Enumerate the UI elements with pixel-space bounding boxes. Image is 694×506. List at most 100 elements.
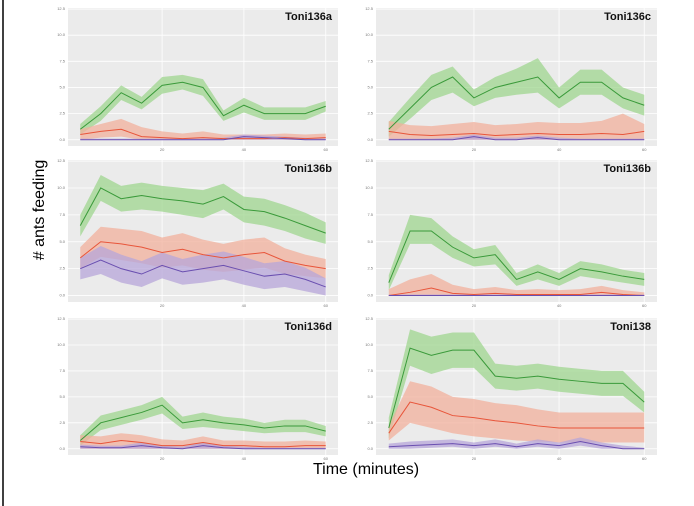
confidence-band [80,246,326,296]
plot-background [68,318,338,455]
y-tick-label: 2.5 [367,111,373,116]
confidence-band [80,175,326,244]
y-tick-label: 7.5 [367,58,373,63]
confidence-band [388,214,645,291]
y-tick-label: 5.0 [367,85,373,90]
confidence-band [80,74,326,135]
series-line [388,76,645,130]
x-tick-label: 60 [324,456,329,461]
y-tick-label: 2.5 [367,420,373,425]
y-tick-label: 2.5 [59,266,65,271]
x-tick-label: 20 [472,456,477,461]
y-tick-label: 0.0 [59,293,65,298]
y-tick-label: 12.5 [57,316,66,321]
y-tick-label: 0.0 [367,137,373,142]
confidence-band [388,381,645,443]
y-tick-label: 7.5 [59,58,65,63]
confidence-band [388,113,645,140]
series-line [388,347,645,429]
x-tick-label: 40 [557,303,562,308]
confidence-band [388,329,645,439]
y-tick-label: 10.0 [365,342,374,347]
panel-title: Toni138 [610,321,651,333]
y-tick-label: 0.0 [59,137,65,142]
y-tick-label: 10.0 [365,185,374,190]
y-tick-label: 0.0 [367,446,373,451]
confidence-band [388,134,645,140]
series-line [79,187,326,234]
x-tick-label: 60 [642,147,647,152]
y-tick-label: 7.5 [59,212,65,217]
y-tick-label: 5.0 [59,394,65,399]
confidence-band [80,118,326,140]
y-tick-label: 12.5 [57,6,66,11]
panel: 0.0 2.5 5.0 7.5 10.0 12.5 20 40 60 Toni136d [57,316,338,461]
x-tick-label: 40 [242,303,247,308]
confidence-band [388,274,645,296]
series-line [79,81,326,130]
y-axis-label: # ants feeding [31,160,48,261]
series-line [79,404,326,441]
x-tick-label: 40 [242,147,247,152]
confidence-band [388,58,645,137]
y-tick-label: 5.0 [367,394,373,399]
y-tick-label: 2.5 [59,420,65,425]
series-line [388,287,645,297]
y-tick-label: 5.0 [59,85,65,90]
y-tick-label: 12.5 [365,6,374,11]
y-tick-label: 10.0 [57,342,66,347]
y-tick-label: 7.5 [367,368,373,373]
x-axis-label: Time (minutes) [313,461,419,478]
series-line [79,241,326,270]
panel-title: Toni136a [285,11,333,23]
series-line [388,440,645,450]
confidence-band [388,437,645,449]
x-tick-label: 60 [324,303,329,308]
panel: 0.0 2.5 5.0 7.5 10.0 12.5 20 40 60 Toni138 [365,316,657,461]
y-tick-label: 7.5 [59,368,65,373]
y-tick-label: 2.5 [367,266,373,271]
y-tick-label: 7.5 [367,212,373,217]
y-tick-label: 0.0 [59,446,65,451]
y-tick-label: 0.0 [367,293,373,298]
x-tick-label: 20 [472,147,477,152]
panel-title: Toni136b [285,163,333,175]
series-line [80,439,326,448]
panel-title: Toni136c [604,11,651,23]
confidence-band [80,396,326,446]
x-tick-label: 20 [160,456,165,461]
panel-title: Toni136d [285,321,332,333]
y-tick-label: 5.0 [367,239,373,244]
panel: 0.0 2.5 5.0 7.5 10.0 12.5 20 40 60 Toni136c [365,6,657,152]
y-tick-label: 10.0 [365,32,374,37]
series-line [80,445,326,450]
series-line [388,130,645,137]
x-tick-label: 20 [160,303,165,308]
y-tick-label: 10.0 [57,32,66,37]
panel: 0.0 2.5 5.0 7.5 10.0 12.5 20 40 60 Toni136b [57,158,338,308]
series-line [388,230,645,283]
series-line [388,136,645,141]
series-line [80,128,326,140]
panel-title: Toni136b [604,163,652,175]
x-tick-label: 20 [160,147,165,152]
y-tick-label: 2.5 [59,111,65,116]
y-tick-label: 10.0 [57,185,66,190]
panel: 0.0 2.5 5.0 7.5 10.0 12.5 20 40 60 Toni136b [365,158,657,308]
series-line [80,259,326,288]
series-line [80,136,326,141]
x-tick-label: 60 [324,147,329,152]
x-tick-label: 40 [557,456,562,461]
series-line [388,401,645,434]
y-tick-label: 5.0 [59,239,65,244]
y-tick-label: 12.5 [57,158,66,163]
y-tick-label: 12.5 [365,158,374,163]
x-tick-label: 20 [472,303,477,308]
x-tick-label: 60 [642,456,647,461]
x-tick-label: 40 [557,147,562,152]
panel: 0.0 2.5 5.0 7.5 10.0 12.5 20 40 60 Toni136a [57,6,338,152]
x-tick-label: 40 [242,456,247,461]
x-tick-label: 60 [642,303,647,308]
y-tick-label: 12.5 [365,316,374,321]
